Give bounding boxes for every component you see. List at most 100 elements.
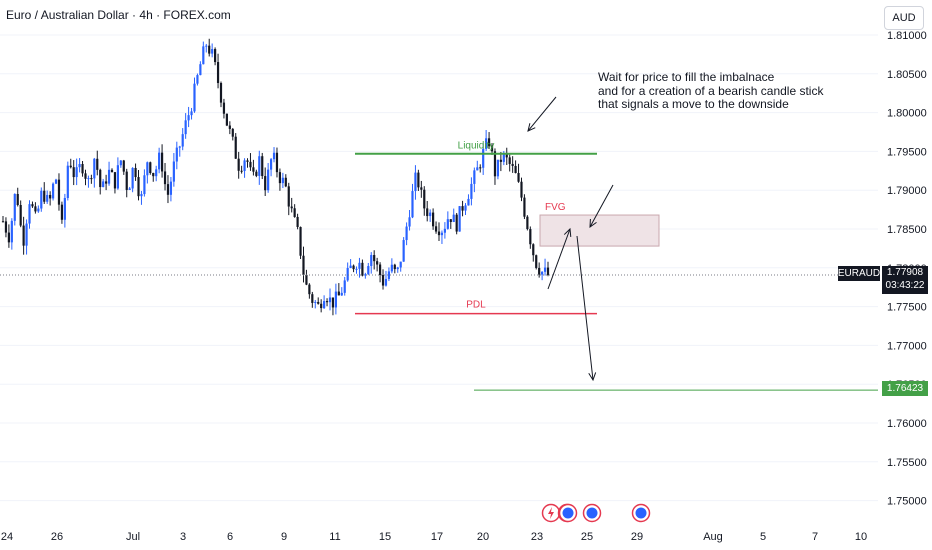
- candle-body: [158, 152, 161, 170]
- arrow-shaft: [576, 235, 594, 381]
- globe-icon: [635, 507, 647, 519]
- candle-body: [275, 152, 279, 173]
- candle-body: [37, 208, 40, 212]
- x-tick-label: 25: [581, 531, 593, 543]
- candle-body: [429, 212, 432, 217]
- candle-body: [373, 255, 376, 262]
- x-tick-label: 3: [180, 531, 186, 543]
- candle-body: [140, 194, 143, 197]
- globe-event-icon[interactable]: [582, 503, 602, 523]
- x-tick-label: 24: [1, 531, 13, 543]
- candle-body: [90, 178, 93, 180]
- candle-body: [46, 194, 49, 202]
- candle-body: [378, 264, 382, 276]
- level-lines: Liquidity PDL FVG: [0, 141, 878, 391]
- candle-series: [1, 38, 550, 316]
- candle-body: [187, 115, 190, 121]
- candle-body: [493, 151, 497, 177]
- x-tick-label: 23: [531, 531, 543, 543]
- candle-body: [13, 193, 16, 221]
- candle-body: [502, 152, 505, 162]
- candle-body: [99, 169, 102, 188]
- candle-body: [361, 262, 364, 276]
- candle-body: [320, 303, 323, 309]
- candle-body: [396, 267, 399, 270]
- currency-button[interactable]: AUD: [884, 6, 924, 30]
- candle-body: [405, 226, 408, 241]
- arrow-head: [527, 123, 536, 132]
- candle-body: [426, 208, 429, 217]
- candle-body: [499, 159, 502, 162]
- candle-body: [434, 226, 438, 232]
- candle-body: [234, 136, 237, 159]
- candle-body: [535, 255, 538, 268]
- candle-body: [116, 165, 119, 189]
- x-tick-label: 15: [379, 531, 391, 543]
- y-tick-label: 1.78500: [887, 224, 927, 236]
- candle-body: [178, 146, 181, 148]
- candle-body: [202, 46, 205, 65]
- pdl-label: PDL: [466, 300, 486, 311]
- y-tick-label: 1.80500: [887, 69, 927, 81]
- candle-body: [110, 169, 114, 173]
- candle-body: [331, 297, 335, 308]
- x-tick-label: 29: [631, 531, 643, 543]
- arrow-shaft: [527, 96, 557, 132]
- candle-body: [231, 128, 234, 137]
- candle-body: [34, 206, 37, 212]
- candle-body: [84, 173, 87, 179]
- candle-body: [461, 206, 464, 211]
- candle-body: [302, 255, 305, 275]
- candle-body: [420, 187, 423, 190]
- candle-body: [511, 163, 514, 166]
- liquidity-label: Liquidity: [458, 141, 495, 152]
- candle-body: [281, 177, 284, 184]
- x-tick-label: Jul: [126, 531, 140, 543]
- candle-body: [287, 186, 290, 207]
- candle-body: [541, 271, 544, 275]
- candle-body: [28, 204, 31, 224]
- x-tick-label: Aug: [703, 531, 723, 543]
- x-tick-label: 11: [329, 531, 340, 543]
- candle-body: [355, 268, 358, 270]
- candle-body: [311, 294, 314, 303]
- candle-body: [193, 83, 196, 112]
- x-tick-label: 17: [431, 531, 443, 543]
- candle-body: [237, 158, 240, 171]
- candle-body: [526, 216, 529, 230]
- candle-body: [72, 167, 75, 178]
- annotation-note: Wait for price to fill the imbalnace and…: [598, 70, 824, 111]
- candle-body: [340, 292, 343, 296]
- globe-icon: [562, 507, 574, 519]
- candle-body: [214, 49, 217, 63]
- candle-body: [181, 134, 184, 147]
- candle-body: [299, 226, 302, 256]
- candle-body: [252, 167, 255, 172]
- arrow-head: [563, 227, 572, 238]
- candle-body: [60, 204, 64, 220]
- candle-body: [122, 160, 125, 172]
- candle-body: [211, 49, 214, 54]
- globe-event-icon[interactable]: [631, 503, 651, 523]
- candle-body: [517, 173, 520, 182]
- candle-body: [452, 214, 455, 222]
- y-tick-label: 1.81000: [887, 30, 927, 42]
- candle-body: [63, 197, 66, 220]
- candle-body: [308, 284, 311, 295]
- candle-body: [358, 262, 361, 269]
- candle-body: [455, 214, 458, 232]
- candle-body: [485, 138, 488, 149]
- candle-body: [1, 221, 5, 223]
- candle-body: [476, 167, 479, 171]
- gridlines: [0, 34, 878, 502]
- globe-event-icon[interactable]: [558, 503, 578, 523]
- candle-body: [284, 177, 287, 187]
- x-tick-label: 20: [477, 531, 489, 543]
- candle-body: [414, 172, 417, 192]
- candle-body: [119, 160, 122, 166]
- candle-body: [40, 190, 43, 209]
- candle-body: [290, 206, 293, 209]
- candle-body: [325, 301, 329, 303]
- bar-countdown: 03:43:22: [885, 280, 925, 291]
